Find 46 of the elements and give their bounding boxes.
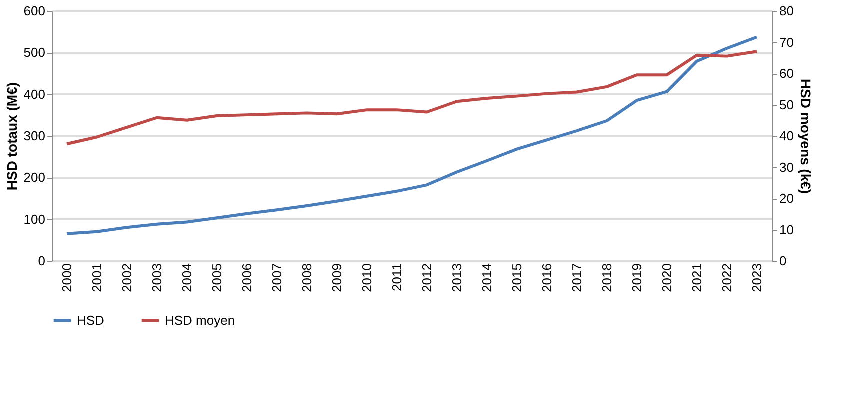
x-tick-label: 2019 bbox=[630, 264, 644, 292]
y-tick-label: 100 bbox=[24, 212, 46, 227]
x-tick-label: 2008 bbox=[300, 264, 314, 292]
x-tick-label: 2021 bbox=[690, 264, 704, 292]
y-tick-label: 500 bbox=[24, 45, 46, 60]
x-tick-label: 2004 bbox=[180, 264, 194, 292]
y2-tick-label: 40 bbox=[780, 128, 794, 144]
x-tick-label: 2018 bbox=[600, 264, 614, 292]
x-tick-label: 2006 bbox=[240, 264, 254, 292]
legend-label: HSD bbox=[77, 312, 104, 328]
x-tick-label: 2016 bbox=[540, 264, 554, 292]
x-tick-label: 2020 bbox=[660, 264, 674, 292]
x-tick-label: 2013 bbox=[450, 264, 464, 292]
x-tick-label: 2011 bbox=[390, 264, 404, 292]
x-tick-label: 2015 bbox=[510, 264, 524, 292]
y2-tick-label: 30 bbox=[780, 160, 794, 175]
y2-tick-label: 50 bbox=[780, 97, 794, 112]
line-series bbox=[66, 50, 758, 146]
y2-axis-title: HSD moyens (k€) bbox=[798, 78, 814, 194]
x-tick-label: 2017 bbox=[570, 264, 584, 292]
y2-tick-label: 80 bbox=[780, 4, 794, 18]
y2-tick-label: 70 bbox=[780, 34, 794, 50]
x-tick-label: 2009 bbox=[330, 264, 344, 292]
x-tick-label: 2010 bbox=[360, 264, 374, 292]
x-tick-label: 2014 bbox=[480, 264, 494, 292]
y2-tick-label: 20 bbox=[780, 191, 794, 206]
x-tick-label: 2022 bbox=[720, 264, 734, 292]
line-series bbox=[66, 36, 758, 236]
x-tick-label: 2007 bbox=[270, 264, 284, 292]
y-axis-title: HSD totaux (M€) bbox=[4, 82, 20, 191]
y-tick-label: 200 bbox=[24, 170, 46, 186]
y2-tick-label: 60 bbox=[780, 66, 794, 81]
x-tick-label: 2005 bbox=[210, 264, 224, 292]
y-tick-label: 0 bbox=[38, 254, 46, 268]
y-tick-label: 600 bbox=[24, 4, 46, 18]
x-tick-label: 2000 bbox=[60, 264, 74, 292]
x-tick-label: 2002 bbox=[120, 264, 134, 292]
y-tick-label: 300 bbox=[24, 128, 46, 144]
y2-tick-label: 10 bbox=[780, 222, 794, 238]
x-tick-label: 2023 bbox=[750, 264, 764, 292]
x-tick-label: 2012 bbox=[420, 264, 434, 292]
y2-tick-label: 0 bbox=[780, 254, 787, 268]
legend-label: HSD moyen bbox=[165, 312, 236, 328]
x-tick-label: 2003 bbox=[150, 264, 164, 292]
y-tick-label: 400 bbox=[24, 86, 46, 102]
x-tick-label: 2001 bbox=[90, 264, 104, 292]
